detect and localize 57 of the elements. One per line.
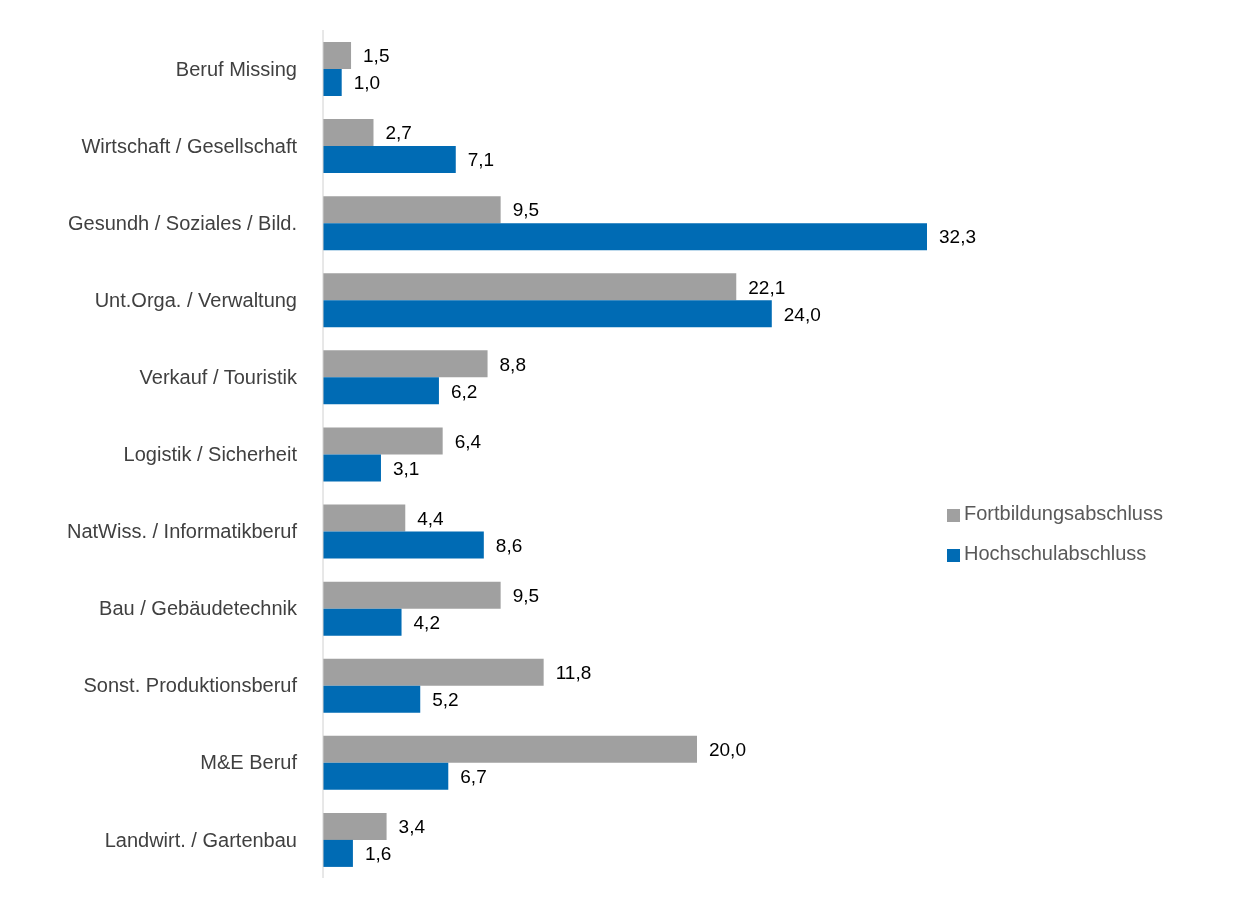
bar — [323, 69, 342, 96]
data-label: 1,5 — [363, 45, 390, 67]
y-tick-label: Bau / Gebäudetechnik — [99, 597, 298, 620]
y-tick-label: Verkauf / Touristik — [139, 366, 298, 389]
bar — [323, 531, 484, 559]
bar — [323, 42, 352, 69]
bar — [323, 454, 381, 482]
y-tick-label: Wirtschaft / Gesellschaft — [81, 134, 298, 157]
data-label: 8,6 — [495, 534, 523, 556]
data-label: 9,5 — [512, 199, 540, 221]
data-label: 8,8 — [499, 353, 526, 375]
data-label: 4,2 — [413, 611, 440, 633]
data-label: 3,1 — [392, 457, 420, 479]
data-label: 6,7 — [460, 766, 487, 788]
data-label: 2,7 — [385, 122, 412, 144]
bar — [323, 427, 443, 455]
data-label: 24,0 — [783, 303, 821, 325]
data-label: 1,0 — [353, 72, 381, 94]
data-label: 32,3 — [939, 226, 976, 248]
bar — [323, 146, 456, 174]
bar — [323, 685, 421, 713]
bar — [323, 504, 406, 532]
bar — [323, 581, 501, 609]
bar — [323, 658, 544, 686]
bar — [323, 119, 374, 147]
bar — [323, 350, 488, 378]
bar — [323, 608, 402, 636]
bar — [323, 300, 772, 328]
data-label: 1,6 — [364, 843, 392, 865]
bar — [323, 762, 449, 790]
bar — [323, 196, 501, 224]
y-tick-label: M&E Beruf — [200, 751, 298, 774]
data-label: 4,4 — [417, 507, 445, 529]
y-tick-label: Gesundh / Soziales / Bild. — [67, 211, 297, 234]
data-label: 6,4 — [454, 430, 482, 452]
data-label: 22,1 — [748, 276, 786, 298]
data-label: 20,0 — [708, 739, 746, 761]
y-tick-label: Beruf Missing — [175, 57, 297, 80]
bar — [323, 839, 353, 867]
bar — [323, 377, 439, 405]
bar — [323, 735, 697, 763]
y-tick-label: Sonst. Produktionsberuf — [83, 674, 298, 697]
y-tick-label: Landwirt. / Gartenbau — [104, 828, 297, 851]
bar — [323, 812, 387, 840]
data-label: 3,4 — [398, 816, 426, 838]
legend-label: Hochschulabschluss — [964, 542, 1147, 564]
y-tick-label: Unt.Orga. / Verwaltung — [94, 288, 297, 311]
data-label: 11,8 — [555, 661, 592, 683]
y-tick-label: NatWiss. / Informatikberuf — [66, 520, 298, 543]
data-label: 6,2 — [450, 380, 478, 402]
bar — [323, 273, 737, 301]
data-label: 9,5 — [512, 584, 540, 606]
legend-label: Fortbildungsabschluss — [964, 502, 1163, 524]
y-tick-label: Logistik / Sicherheit — [123, 443, 298, 466]
data-label: 5,2 — [432, 688, 459, 710]
data-label: 7,1 — [467, 149, 495, 171]
bar — [323, 223, 927, 251]
